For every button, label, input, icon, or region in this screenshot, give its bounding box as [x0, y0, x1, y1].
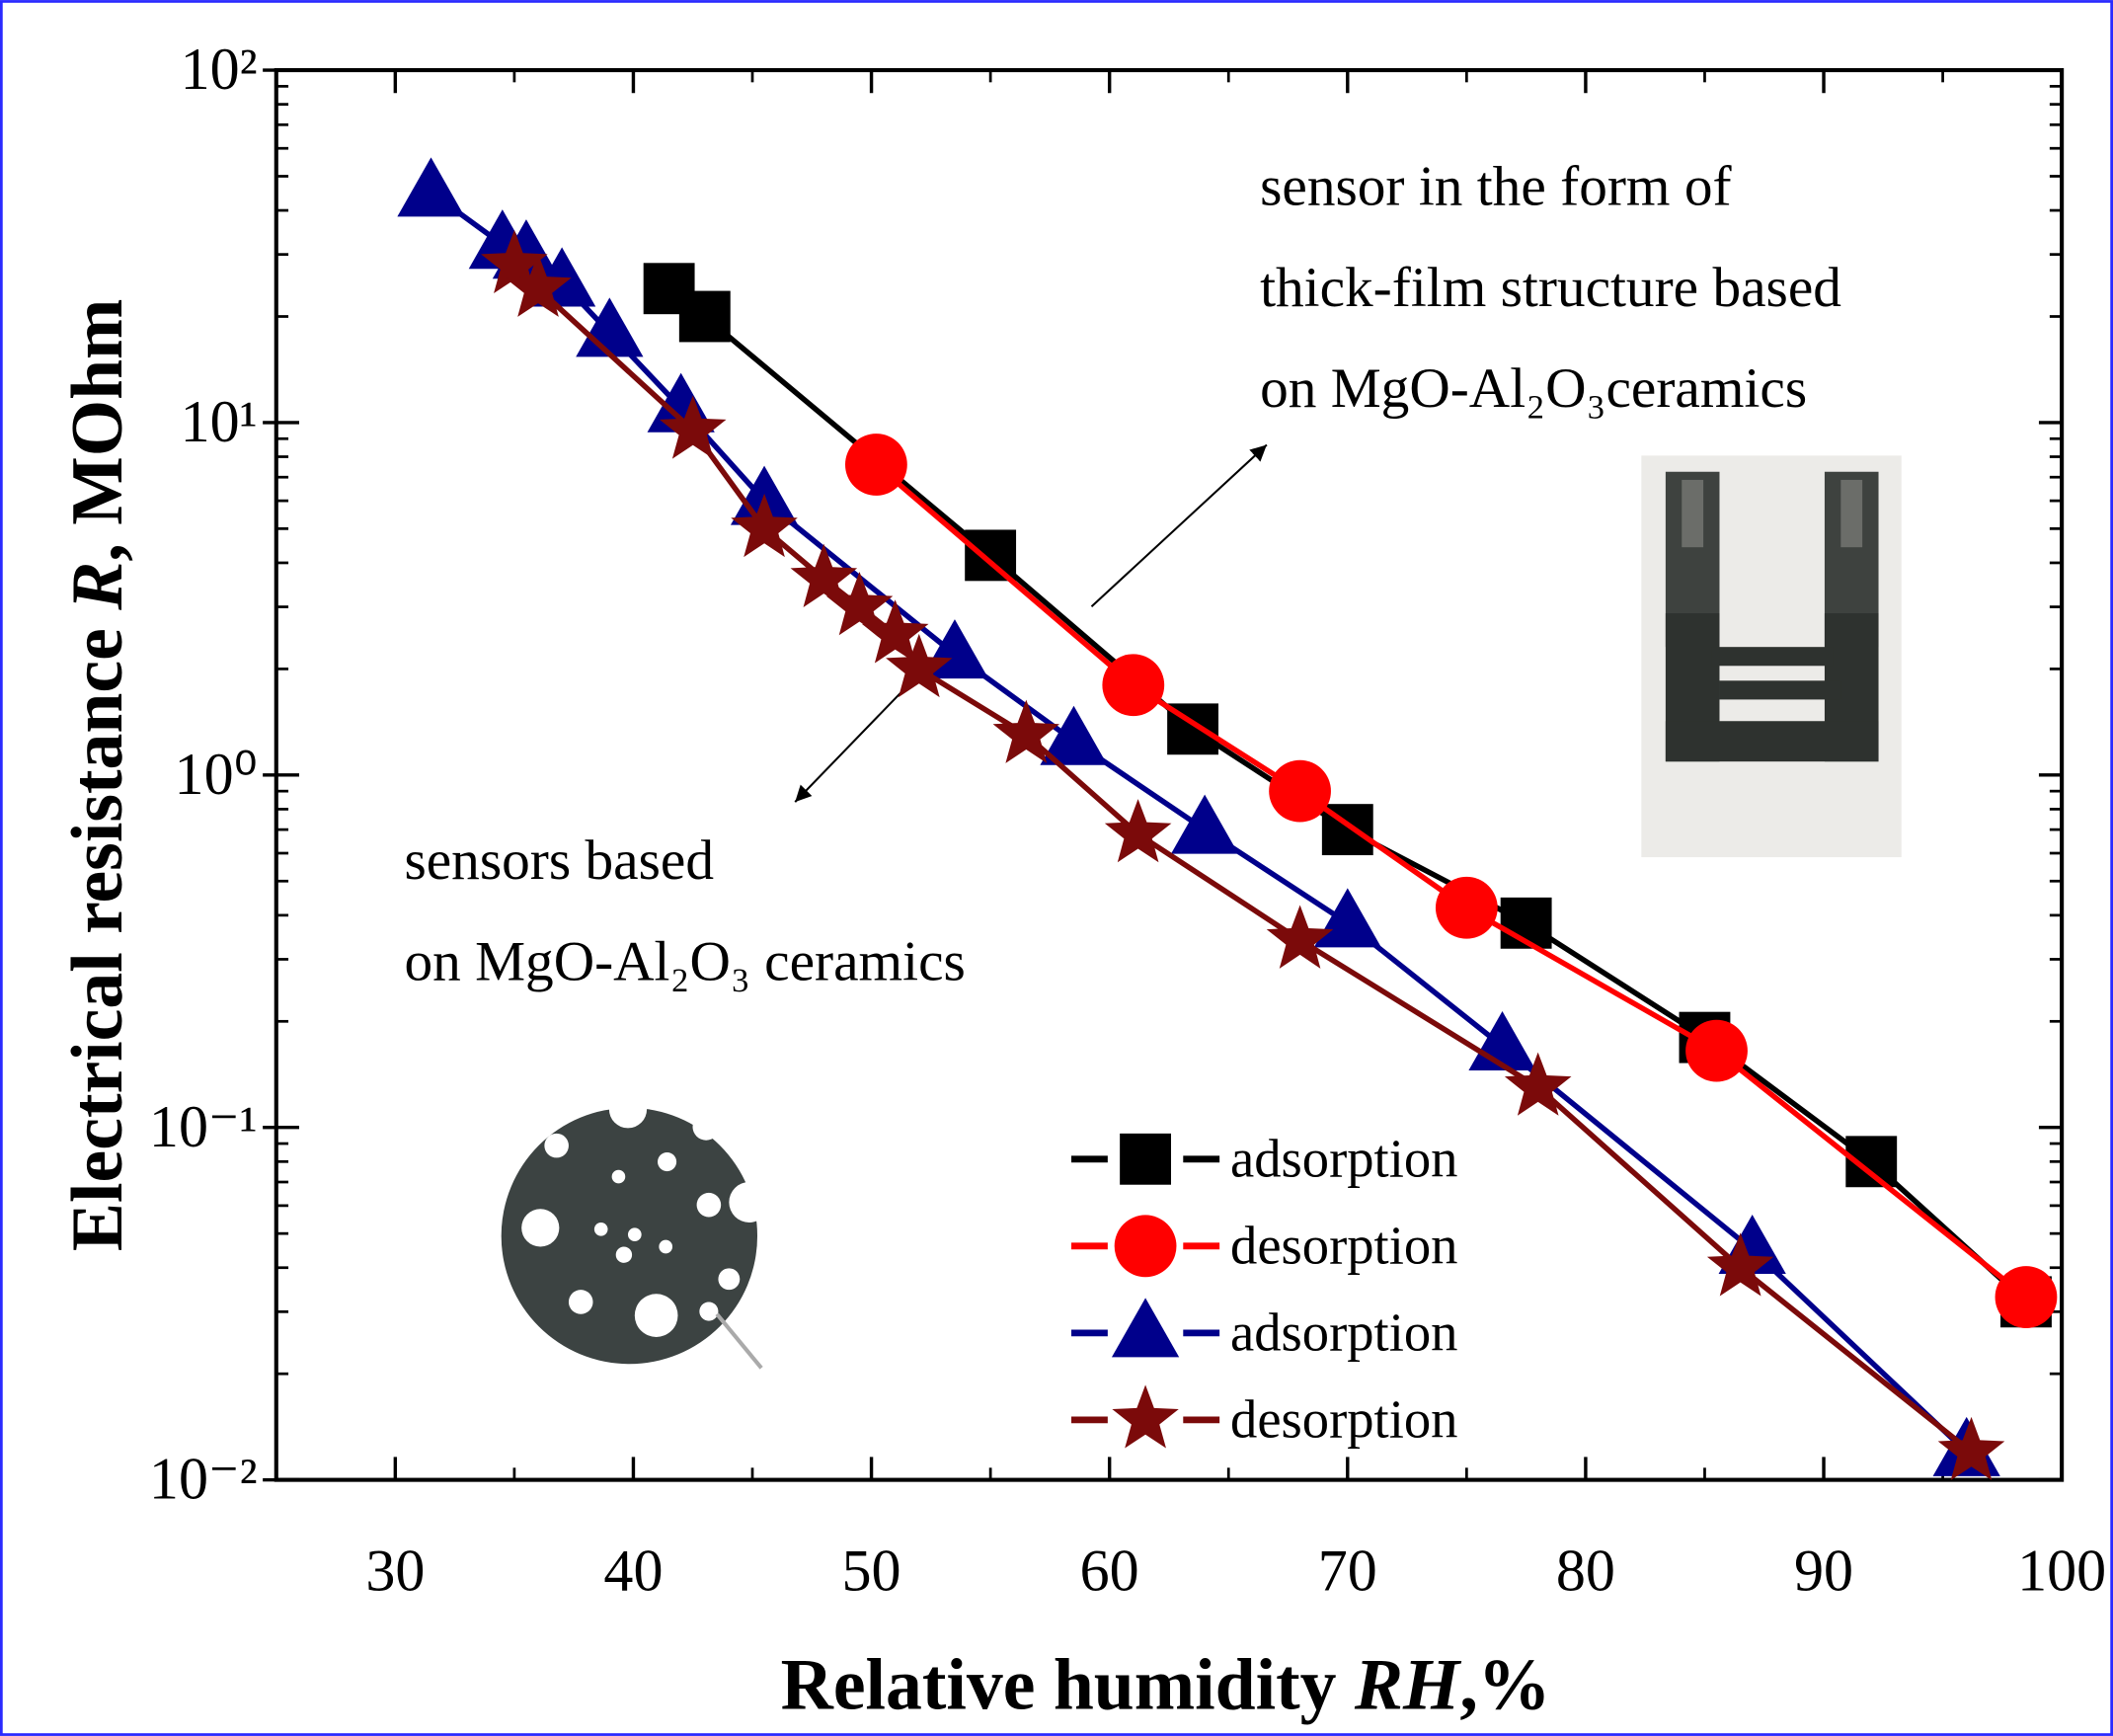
marker-circle: [1269, 759, 1331, 823]
legend-marker: [1111, 1298, 1180, 1358]
marker-star: [731, 493, 798, 558]
x-axis-title: Relative humidity RH,%: [781, 1644, 1551, 1725]
marker-star: [992, 699, 1060, 763]
annotation: thick-film structure based: [1260, 257, 1841, 319]
x-tick-label: 50: [842, 1538, 901, 1604]
y-tick-label: 10⁰: [175, 741, 258, 807]
legend-marker: [1120, 1133, 1172, 1185]
marker-star: [1266, 905, 1334, 969]
annotation: sensors based: [404, 829, 714, 892]
x-tick-label: 90: [1794, 1538, 1853, 1604]
marker-triangle: [1171, 794, 1239, 854]
annotation: on MgO-Al₂O₃ ceramics: [404, 930, 965, 992]
series-line: [874, 462, 2028, 1300]
marker-star: [659, 395, 727, 459]
marker-circle: [845, 434, 907, 496]
y-tick-label: 10⁻¹: [149, 1093, 258, 1159]
marker-star: [825, 572, 894, 636]
marker-star: [1706, 1232, 1774, 1297]
x-tick-label: 80: [1556, 1538, 1615, 1604]
x-tick-label: 100: [2017, 1538, 2106, 1604]
x-tick-label: 60: [1080, 1538, 1139, 1604]
marker-star: [481, 229, 548, 294]
annotation: sensor in the form of: [1260, 156, 1732, 218]
legend-marker: [1114, 1215, 1177, 1278]
marker-star: [861, 599, 929, 664]
legend-label: adsorption: [1230, 1302, 1457, 1363]
marker-star: [1937, 1416, 2005, 1481]
thick-film-photo: [1641, 455, 1902, 858]
y-axis-title-part: R: [56, 562, 137, 611]
y-tick-label: 10²: [181, 36, 258, 102]
x-tick-label: 70: [1318, 1538, 1377, 1604]
annotation: on MgO-Al₂O₃ceramics: [1260, 357, 1807, 420]
marker-triangle: [1040, 705, 1108, 765]
y-tick-label: 10⁻²: [149, 1446, 258, 1512]
legend-label: desorption: [1230, 1389, 1457, 1450]
y-axis-title: Electrical resistance R, MOhm: [56, 299, 137, 1252]
x-axis-title-part: ,%: [1459, 1644, 1550, 1725]
annotation-arrow: [1090, 443, 1268, 607]
ceramic-disc-photo: [501, 1090, 770, 1370]
marker-star: [790, 543, 858, 608]
marker-star: [1504, 1052, 1572, 1116]
annotation-arrow: [794, 675, 917, 803]
marker-triangle: [397, 157, 465, 217]
marker-star: [505, 253, 572, 317]
marker-star: [1104, 799, 1172, 863]
y-axis-title-part: , MOhm: [56, 299, 137, 562]
marker-circle: [1685, 1019, 1748, 1082]
x-axis-title-part: RH: [1354, 1644, 1462, 1725]
x-tick-label: 40: [603, 1538, 663, 1604]
marker-circle: [1102, 654, 1165, 717]
marker-star: [886, 633, 953, 698]
legend-label: adsorption: [1230, 1129, 1457, 1189]
x-tick-label: 30: [365, 1538, 425, 1604]
marker-circle: [1995, 1266, 2058, 1328]
legend-marker: [1112, 1384, 1179, 1449]
marker-square: [678, 290, 731, 343]
y-tick-label: 10¹: [181, 388, 258, 454]
legend-label: desorption: [1230, 1216, 1457, 1276]
x-axis-title-part: Relative humidity: [781, 1644, 1355, 1725]
marker-circle: [1435, 876, 1498, 939]
y-axis-title-part: Electrical resistance: [56, 610, 137, 1251]
marker-square: [965, 529, 1017, 582]
marker-triangle: [1313, 888, 1381, 948]
